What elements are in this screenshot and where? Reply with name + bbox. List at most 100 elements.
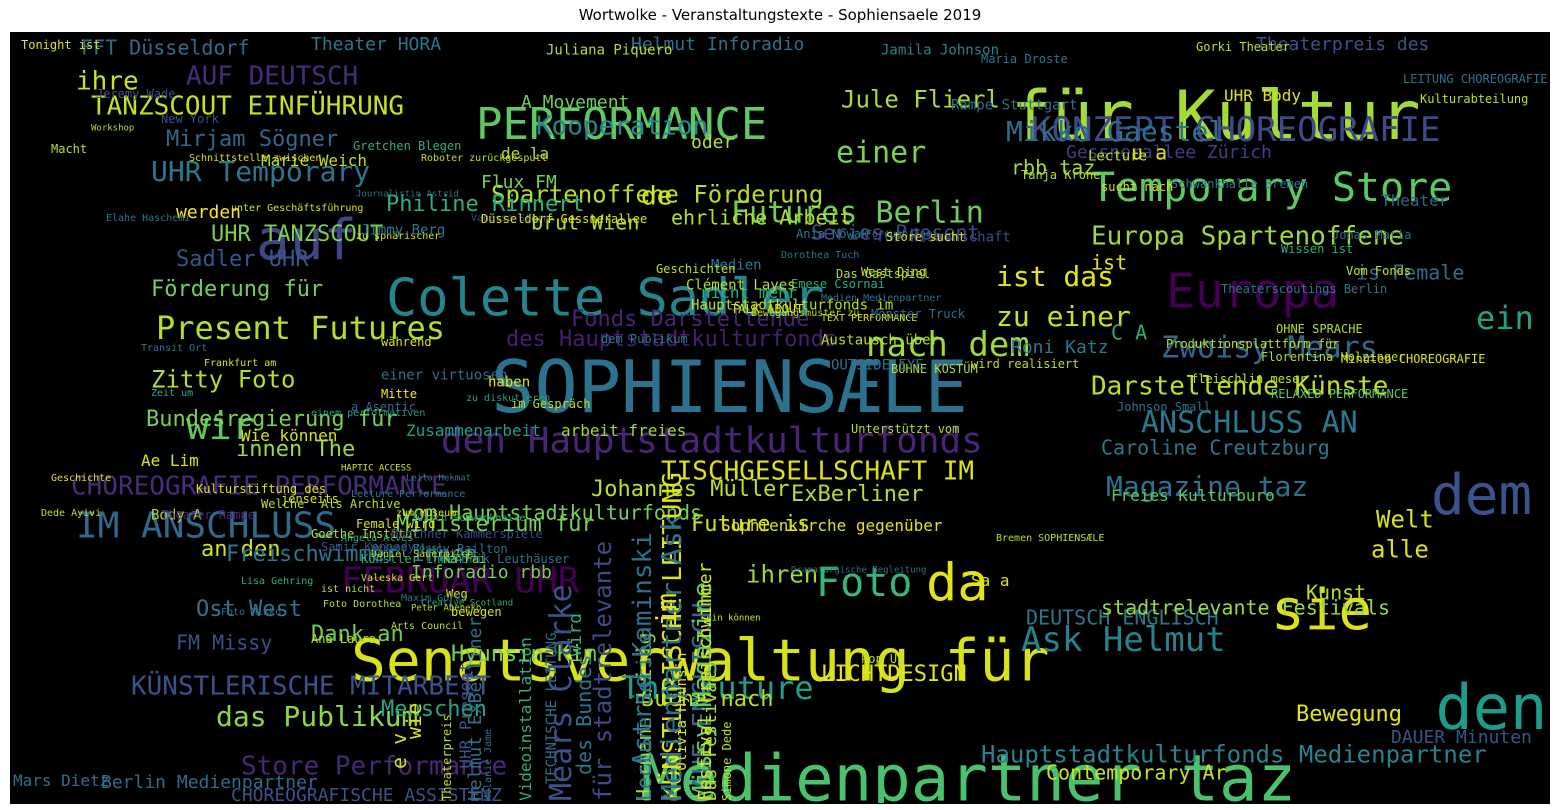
- word-e-v: e v: [387, 733, 411, 769]
- word-theater-hora: Theater HORA: [311, 34, 441, 55]
- word-haptic-access: HAPTIC ACCESS: [341, 463, 411, 473]
- word-futures-berlin: Futures Berlin: [731, 196, 984, 231]
- word-jule-flierl: Jule Flierl: [841, 86, 1000, 114]
- word-werden: werden: [176, 202, 241, 223]
- word-freischwimmer-innen: Freischwimmer innen: [226, 542, 478, 567]
- word-mirjam-sogner: Mirjam Sögner: [166, 127, 338, 152]
- word-vom-fonds: Vom Fonds: [1346, 264, 1411, 278]
- word-medienpartner-taz: Medienpartner taz: [641, 742, 1296, 803]
- word-exberliner: ExBerliner: [791, 482, 923, 507]
- word-medienpartner-ask: Medienpartner Ask: [655, 514, 688, 801]
- word-macht: Macht: [51, 142, 87, 156]
- word-sophiensaele: SOPHIENSÆLE: [491, 345, 968, 429]
- word-jimmy-berg: Jimmy Berg: [361, 222, 445, 238]
- word-workshop: Workshop: [91, 123, 134, 133]
- word-den-hauptstadtkulturfonds: den Hauptstadtkulturfonds: [441, 421, 983, 462]
- word-temporary-store: Temporary Store: [1091, 165, 1452, 211]
- word-leila-hekmat: Leila Hekmat: [406, 473, 471, 483]
- word-zwoisy-mears: Zwoisy Mears: [1161, 331, 1378, 366]
- word-sa-a: Sa a: [971, 571, 1010, 590]
- word-ihren: ihren: [746, 561, 818, 589]
- word-frankfurt-am: Frankfurt am: [204, 358, 276, 369]
- word-zusammenarbeit: Zusammenarbeit: [406, 421, 541, 440]
- word-zu-spharischer: zu sphärischer: [356, 231, 440, 242]
- word-freies-kulturburo: Freies Kulturburo: [1111, 486, 1275, 505]
- word-produktionsplattform-fur: Produktionsplattform für: [1166, 337, 1339, 351]
- word-lichtdesign: LICHTDESIGN: [821, 662, 967, 687]
- word-fur-wissenschaft: für Wissenschaft: [876, 229, 1011, 245]
- word-austausch-uber: Austausch über: [821, 332, 939, 348]
- word-tonight-ist: Tonight ist: [21, 38, 100, 52]
- word-ihre: ihre: [76, 66, 139, 96]
- word-present-futures: Present Futures: [156, 309, 445, 347]
- word-ist-nicht: ist nicht: [321, 584, 375, 595]
- word-new-york: New York: [161, 112, 220, 126]
- word-lucy-railton: Lucy Railton: [421, 542, 508, 556]
- word-im-anschluss: IM ANSCHLUSS: [76, 506, 336, 547]
- word-vanessa-stern: Vanessa Stern: [471, 213, 549, 224]
- word-c-a: C A: [1111, 320, 1147, 344]
- word-gessnerallee-zurich: Gessnerallee Zürich: [1066, 142, 1272, 163]
- word-series-present: Series Present: [811, 220, 980, 244]
- word-fur-stadtrelevante: für stadtrelevante: [589, 541, 617, 801]
- word-choreografische-assistenz: CHOREOGRAFISCHE ASSISTENZ: [231, 785, 502, 803]
- word-johannes-muller: Johannes Müller: [591, 477, 790, 502]
- word-im: im: [650, 593, 683, 627]
- word-kunstlerische-mitarbeit: KÜNSTLERISCHE MITARBEIT: [131, 669, 491, 701]
- word-missy-magazine: Missy Magazine: [688, 582, 718, 801]
- word-videoinstallation: Videoinstallation: [516, 637, 535, 801]
- word-sie: sie: [1271, 578, 1372, 643]
- word-arts-council: Arts Council: [391, 621, 463, 632]
- word-dauer-minuten: DAUER Minuten: [1391, 727, 1532, 748]
- word-medien-medienpartner: Medien Medienpartner: [821, 293, 941, 304]
- word-flux-fm: Flux FM: [481, 172, 557, 193]
- word-astrid-kaminski: Astrid Kaminski: [628, 532, 658, 767]
- word-auf: auf: [256, 208, 357, 273]
- word-berlin-medienpartner: Berlin Medienpartner: [101, 772, 318, 793]
- word-dank-an: Dank an: [311, 622, 404, 647]
- word-ae-lim: Ae Lim: [141, 451, 199, 470]
- word-store-performance: Store Performance: [241, 751, 507, 781]
- word-dorothea-tuch: Dorothea Tuch: [781, 250, 859, 261]
- word-bewegung: Bewegung: [1296, 702, 1402, 727]
- word-daniel-sauermilch: Daniel Sauermilch: [371, 549, 473, 560]
- word-des-hauptstadtkulturfonds: des Hauptstadtkulturfonds: [506, 327, 837, 352]
- chart-title: Wortwolke - Veranstaltungstexte - Sophie…: [578, 6, 982, 24]
- word-the-future: The Future: [621, 669, 814, 707]
- word-arbeit-freies: arbeit freies: [561, 421, 686, 440]
- word-weg: Weg: [446, 587, 468, 601]
- word-ministerium-fur: Ministerium für: [396, 512, 595, 537]
- word-is-female: is Female: [1356, 260, 1464, 284]
- word-dede-ayivi: Dede Ayivi: [41, 508, 101, 519]
- word-foto-dorothea: Foto Dorothea: [323, 599, 401, 610]
- word-rbb-taz: rbb taz: [1011, 155, 1095, 179]
- word-schwankhalle-bremen: Schwankhalle Bremen: [1171, 177, 1308, 191]
- word-marie-weich: Marie Weich: [261, 151, 367, 170]
- word-lecture-series: Lecture Series: [632, 632, 656, 801]
- word-foto-mikko: Foto Mikko: [221, 607, 281, 618]
- word-tanzscout-einfuhrung: TANZSCOUT EINFÜHRUNG: [91, 89, 404, 121]
- word-fm-missy: FM Missy: [176, 630, 272, 654]
- word-wird: wird: [565, 613, 586, 656]
- word-konzept-choreografie: KONZEPT CHOREOGRAFIE: [1031, 110, 1440, 150]
- word-nicht-mehr: nicht mehr: [701, 283, 798, 302]
- word-rampe-stuttgart: Rampe Stuttgart: [951, 97, 1077, 113]
- word-stadtrelevante-festivals: stadtrelevante Festivals: [1101, 595, 1390, 619]
- word-den: den: [1435, 671, 1547, 744]
- word-johnson-small: Johnson Small: [1117, 400, 1211, 414]
- word-hauptstadtkulturfonds-im: Hauptstadtkulturfonds im: [691, 297, 893, 313]
- word-forderung-fur: Förderung für: [151, 277, 323, 302]
- word-a-asentic: a Asentic: [351, 400, 416, 414]
- word-europa: Europa: [1166, 263, 1339, 319]
- word-dem-publikum: dem Publikum: [601, 332, 688, 346]
- word-wie: wie: [402, 703, 426, 739]
- word-valeska-gert: Valeska Gert: [361, 573, 433, 584]
- word-wir: wir: [186, 404, 255, 448]
- word-jenseits: jenseits: [281, 492, 339, 506]
- word-jeremy-wade: Jeremy Wade: [96, 87, 175, 101]
- word-transit-ort: Transit Ort: [141, 343, 207, 354]
- word-female-wird: Female wird: [356, 517, 435, 531]
- word-performance: PERFORMANCE: [476, 99, 767, 150]
- word-dramaturgische-begleitung: Dramaturgische Begleitung: [791, 565, 926, 575]
- word-geschichten: Geschichten: [656, 262, 735, 276]
